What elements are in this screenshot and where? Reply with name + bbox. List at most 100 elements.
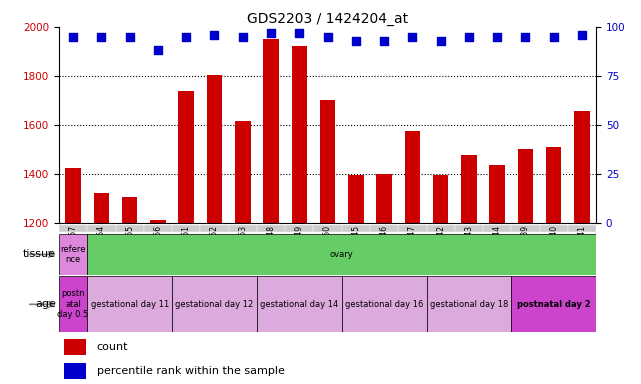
- Bar: [201, 225, 229, 232]
- Bar: [574, 111, 590, 384]
- Text: gestational day 16: gestational day 16: [345, 300, 423, 309]
- Text: gestational day 11: gestational day 11: [90, 300, 169, 309]
- Bar: [546, 147, 562, 384]
- Bar: [172, 225, 201, 232]
- Text: GSM120847: GSM120847: [408, 225, 417, 271]
- Text: count: count: [97, 341, 128, 352]
- Bar: [490, 165, 505, 384]
- Bar: [235, 121, 251, 384]
- Text: refere
nce: refere nce: [60, 245, 86, 264]
- Bar: [257, 276, 342, 332]
- Text: tissue: tissue: [23, 249, 56, 260]
- Text: age: age: [35, 299, 56, 310]
- Point: [351, 38, 361, 44]
- Text: GSM120849: GSM120849: [295, 225, 304, 271]
- Title: GDS2203 / 1424204_at: GDS2203 / 1424204_at: [247, 12, 408, 26]
- Point: [96, 34, 106, 40]
- Bar: [65, 168, 81, 384]
- Bar: [122, 197, 137, 384]
- Bar: [512, 276, 596, 332]
- Point: [124, 34, 135, 40]
- Bar: [404, 131, 420, 384]
- Bar: [206, 74, 222, 384]
- Bar: [376, 174, 392, 384]
- Bar: [178, 91, 194, 384]
- Bar: [144, 225, 172, 232]
- Bar: [540, 225, 568, 232]
- Bar: [263, 39, 279, 384]
- Bar: [59, 234, 87, 275]
- Text: GSM120856: GSM120856: [153, 225, 162, 271]
- Text: GSM120842: GSM120842: [436, 225, 445, 271]
- Bar: [426, 225, 454, 232]
- Text: gestational day 18: gestational day 18: [429, 300, 508, 309]
- Bar: [257, 225, 285, 232]
- Point: [266, 30, 276, 36]
- Text: GSM120841: GSM120841: [578, 225, 587, 271]
- Text: GSM120848: GSM120848: [267, 225, 276, 271]
- Text: GSM120854: GSM120854: [97, 225, 106, 271]
- Bar: [64, 339, 86, 355]
- Text: GSM120850: GSM120850: [323, 225, 332, 271]
- Text: GSM120852: GSM120852: [210, 225, 219, 271]
- Bar: [342, 225, 370, 232]
- Bar: [229, 225, 257, 232]
- Point: [322, 34, 333, 40]
- Text: GSM120839: GSM120839: [521, 225, 530, 271]
- Text: postn
atal
day 0.5: postn atal day 0.5: [58, 290, 88, 319]
- Bar: [512, 225, 540, 232]
- Text: ovary: ovary: [330, 250, 354, 259]
- Point: [577, 31, 587, 38]
- Text: GSM120846: GSM120846: [379, 225, 388, 271]
- Text: percentile rank within the sample: percentile rank within the sample: [97, 366, 285, 376]
- Bar: [59, 276, 87, 332]
- Text: gestational day 12: gestational day 12: [176, 300, 254, 309]
- Point: [379, 38, 389, 44]
- Bar: [285, 225, 313, 232]
- Point: [153, 47, 163, 53]
- Bar: [370, 225, 398, 232]
- Text: GSM120843: GSM120843: [465, 225, 474, 271]
- Point: [435, 38, 445, 44]
- Text: GSM120844: GSM120844: [493, 225, 502, 271]
- Point: [181, 34, 191, 40]
- Point: [520, 34, 531, 40]
- Bar: [483, 225, 512, 232]
- Bar: [342, 276, 426, 332]
- Text: GSM120855: GSM120855: [125, 225, 134, 271]
- Text: GSM120840: GSM120840: [549, 225, 558, 271]
- Point: [464, 34, 474, 40]
- Text: postnatal day 2: postnatal day 2: [517, 300, 590, 309]
- Bar: [433, 175, 449, 384]
- Point: [210, 31, 220, 38]
- Bar: [320, 100, 335, 384]
- Bar: [64, 363, 86, 379]
- Bar: [59, 225, 87, 232]
- Point: [492, 34, 503, 40]
- Text: GSM120851: GSM120851: [181, 225, 190, 271]
- Text: GSM120857: GSM120857: [69, 225, 78, 271]
- Bar: [461, 156, 477, 384]
- Bar: [87, 276, 172, 332]
- Bar: [454, 225, 483, 232]
- Bar: [150, 220, 165, 384]
- Bar: [292, 46, 307, 384]
- Bar: [115, 225, 144, 232]
- Bar: [348, 175, 363, 384]
- Bar: [87, 225, 115, 232]
- Text: GSM120853: GSM120853: [238, 225, 247, 271]
- Point: [238, 34, 248, 40]
- Bar: [398, 225, 426, 232]
- Bar: [426, 276, 512, 332]
- Bar: [94, 193, 109, 384]
- Text: GSM120845: GSM120845: [351, 225, 360, 271]
- Point: [407, 34, 417, 40]
- Bar: [568, 225, 596, 232]
- Bar: [313, 225, 342, 232]
- Point: [68, 34, 78, 40]
- Point: [294, 30, 304, 36]
- Text: gestational day 14: gestational day 14: [260, 300, 338, 309]
- Point: [549, 34, 559, 40]
- Bar: [518, 149, 533, 384]
- Bar: [172, 276, 257, 332]
